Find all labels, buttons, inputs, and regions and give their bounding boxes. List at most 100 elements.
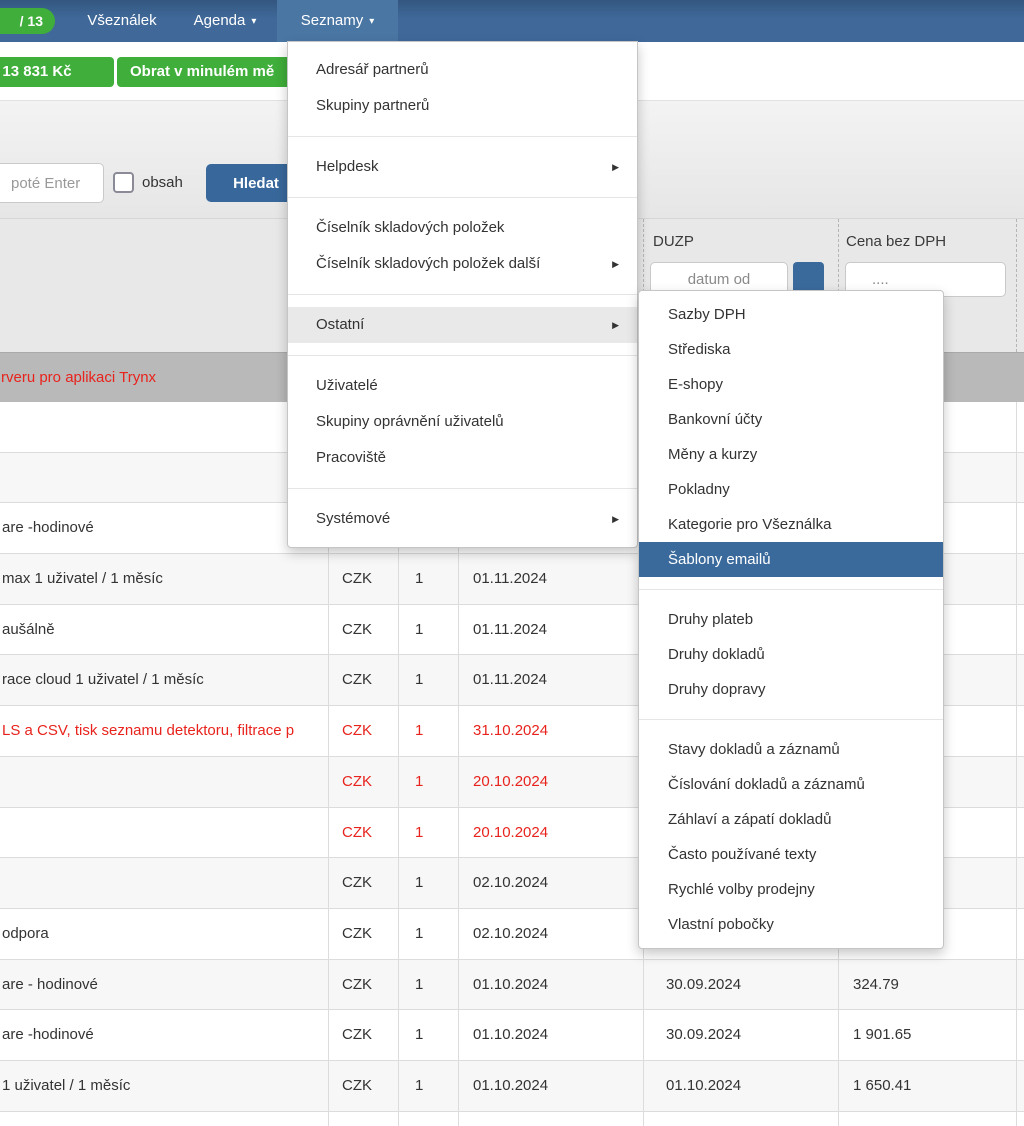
cell-date: 20.10.2024: [458, 756, 643, 807]
menu-item-skupiny-opravneni-uzivatelu[interactable]: Skupiny oprávnění uživatelů: [288, 404, 637, 440]
table-row[interactable]: 1 uživatel / 1 měsíc CZK 1 01.10.2024 01…: [0, 1060, 1024, 1112]
menu-item-label: Uživatelé: [316, 377, 378, 394]
submenu-item-bankovni-ucty[interactable]: Bankovní účty: [639, 402, 943, 437]
seznamy-dropdown-menu: Adresář partnerů Skupiny partnerů Helpde…: [287, 41, 638, 548]
submenu-item-vlastni-pobocky[interactable]: Vlastní pobočky: [639, 907, 943, 942]
turnover-button[interactable]: Obrat v minulém mě: [117, 57, 317, 87]
submenu-item-label: E-shopy: [668, 376, 724, 393]
menu-item-helpdesk[interactable]: Helpdesk ▶: [288, 149, 637, 185]
submenu-item-label: Kategorie pro Všeználka: [668, 516, 832, 533]
submenu-item-casto-pouzivane-texty[interactable]: Často používané texty: [639, 837, 943, 872]
cell-currency: CZK: [328, 604, 398, 655]
submenu-item-cislovani-dokladu-a-zaznamu[interactable]: Číslování dokladů a záznamů: [639, 767, 943, 802]
submenu-item-rychle-volby-prodejny[interactable]: Rychlé volby prodejny: [639, 872, 943, 907]
nav-item-vseznalek[interactable]: Všeználek: [62, 0, 182, 42]
cell-extra: [1016, 959, 1024, 1010]
cell-extra: [1016, 807, 1024, 858]
caret-right-icon: ▶: [612, 162, 619, 172]
cell-date: 01.11.2024: [458, 554, 643, 604]
submenu-item-strediska[interactable]: Střediska: [639, 332, 943, 367]
submenu-item-kategorie-pro-vseznalka[interactable]: Kategorie pro Všeználka: [639, 507, 943, 542]
submenu-item-pokladny[interactable]: Pokladny: [639, 472, 943, 507]
menu-divider: [639, 589, 943, 590]
amount-button[interactable]: 13 831 Kč: [0, 57, 114, 87]
submenu-item-label: Bankovní účty: [668, 411, 763, 428]
menu-item-label: Skupiny partnerů: [316, 97, 430, 114]
table-row[interactable]: are - hodinové CZK 1 01.10.2024 30.09.20…: [0, 959, 1024, 1011]
cell-text: [0, 1112, 328, 1126]
menu-item-adresar-partneru[interactable]: Adresář partnerů: [288, 52, 637, 88]
content-checkbox[interactable]: [113, 172, 134, 193]
duzp-column-label: DUZP: [653, 233, 694, 250]
cell-text: race cloud 1 uživatel / 1 měsíc: [2, 671, 204, 689]
submenu-item-eshopy[interactable]: E-shopy: [639, 367, 943, 402]
table-row[interactable]: are -hodinové CZK 1 01.10.2024 30.09.202…: [0, 1010, 1024, 1061]
menu-item-ostatni[interactable]: Ostatní ▶: [288, 307, 637, 343]
cell-currency: CZK: [328, 1010, 398, 1060]
menu-item-skupiny-partneru[interactable]: Skupiny partnerů: [288, 88, 637, 124]
menu-item-pracoviste[interactable]: Pracoviště: [288, 440, 637, 476]
submenu-item-label: Střediska: [668, 341, 731, 358]
cell-extra: [1016, 655, 1024, 706]
cell-extra: [1016, 908, 1024, 959]
cell-date: 01.11.2024: [458, 655, 643, 706]
cell-text: [0, 402, 328, 452]
cell-qty: 1: [398, 604, 458, 655]
nav-item-seznamy[interactable]: Seznamy ▾: [277, 0, 398, 42]
submenu-item-sablony-emailu[interactable]: Šablony emailů: [639, 542, 943, 577]
submenu-item-label: Číslování dokladů a záznamů: [668, 776, 865, 793]
table-row[interactable]: [0, 1111, 1024, 1126]
cell-date: 01.10.2024: [458, 959, 643, 1010]
cell-price: 1 650.41: [838, 1060, 1016, 1111]
cell-price: 1 901.65: [838, 1010, 1016, 1060]
top-navbar: / 13 Všeználek Agenda ▾ Seznamy ▾: [0, 0, 1024, 42]
selected-row-text: rveru pro aplikaci Trynx: [1, 369, 157, 386]
menu-item-systemove[interactable]: Systémové ▶: [288, 501, 637, 537]
cell-currency: CZK: [328, 756, 398, 807]
cell-extra: [1016, 604, 1024, 655]
menu-item-label: Skupiny oprávnění uživatelů: [316, 413, 504, 430]
price-column-label: Cena bez DPH: [846, 233, 947, 250]
cell-qty: 1: [398, 807, 458, 858]
submenu-item-druhy-dokladu[interactable]: Druhy dokladů: [639, 637, 943, 672]
submenu-item-druhy-dopravy[interactable]: Druhy dopravy: [639, 672, 943, 707]
menu-divider: [288, 488, 637, 489]
submenu-item-stavy-dokladu-a-zaznamu[interactable]: Stavy dokladů a záznamů: [639, 732, 943, 767]
cell-extra: [1016, 1010, 1024, 1060]
nav-item-agenda[interactable]: Agenda ▾: [178, 0, 272, 42]
caret-right-icon: ▶: [612, 514, 619, 524]
cell-qty: 1: [398, 1060, 458, 1111]
menu-item-label: Helpdesk: [316, 158, 379, 175]
menu-item-label: Číselník skladových položek další: [316, 255, 541, 272]
submenu-item-label: Rychlé volby prodejny: [668, 881, 815, 898]
menu-item-ciselnik-skladovych-polozek[interactable]: Číselník skladových položek: [288, 210, 637, 246]
menu-item-label: Pracoviště: [316, 449, 387, 466]
cell-date: 20.10.2024: [458, 807, 643, 858]
search-input[interactable]: [0, 163, 104, 203]
cell-date: 01.10.2024: [458, 1060, 643, 1111]
column-separator: [838, 219, 839, 352]
menu-item-label: Ostatní: [316, 316, 365, 333]
menu-item-label: Adresář partnerů: [316, 61, 429, 78]
submenu-item-sazby-dph[interactable]: Sazby DPH: [639, 297, 943, 332]
submenu-item-zahlavi-a-zapati-dokladu[interactable]: Záhlaví a zápatí dokladů: [639, 802, 943, 837]
column-separator: [1016, 219, 1017, 352]
caret-right-icon: ▶: [612, 259, 619, 269]
cell-text: odpora: [2, 924, 49, 942]
cell-text: aušálně: [2, 620, 55, 638]
menu-item-uzivatele[interactable]: Uživatelé: [288, 368, 637, 404]
submenu-item-label: Pokladny: [668, 481, 730, 498]
submenu-item-druhy-plateb[interactable]: Druhy plateb: [639, 602, 943, 637]
caret-down-icon: ▾: [369, 16, 375, 27]
menu-divider: [288, 355, 637, 356]
menu-divider: [639, 719, 943, 720]
submenu-item-meny-a-kurzy[interactable]: Měny a kurzy: [639, 437, 943, 472]
cell-currency: CZK: [328, 706, 398, 756]
cell-duzp: [643, 1111, 838, 1126]
ostatni-submenu: Sazby DPH Střediska E-shopy Bankovní účt…: [638, 290, 944, 949]
cell-currency: CZK: [328, 858, 398, 908]
cell-qty: 1: [398, 706, 458, 756]
caret-right-icon: ▶: [612, 320, 619, 330]
menu-item-ciselnik-skladovych-polozek-dalsi[interactable]: Číselník skladových položek další ▶: [288, 246, 637, 282]
cell-duzp: 01.10.2024: [643, 1060, 838, 1111]
